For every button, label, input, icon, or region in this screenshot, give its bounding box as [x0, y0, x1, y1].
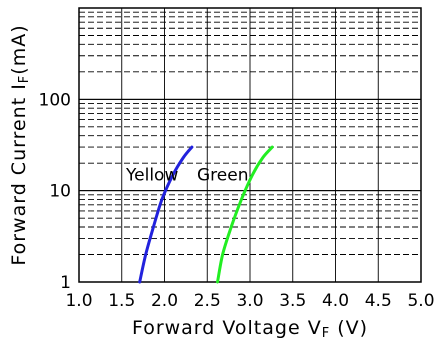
y-tick-label: 100 — [39, 90, 71, 110]
x-tick-label: 1.5 — [108, 291, 135, 311]
y-tick-label: 10 — [49, 182, 71, 202]
y-axis-label-subscript: F — [17, 75, 32, 83]
x-tick-label: 1.0 — [65, 291, 92, 311]
labels: 1.0 1.5 2.0 2.5 3.0 3.5 4.0 4.5 5.0 1 10 100 Forward… — [8, 24, 435, 341]
grid — [78, 7, 422, 283]
series-layer — [138, 145, 274, 284]
x-axis-label-unit: (V) — [330, 317, 368, 339]
x-tick-label: 4.0 — [322, 291, 349, 311]
x-tick-label: 5.0 — [407, 291, 434, 311]
y-axis-label-symbol: I — [8, 83, 30, 90]
x-tick-label: 2.0 — [151, 291, 178, 311]
y-axis-label-text: Forward Current — [8, 90, 30, 266]
x-tick-label: 3.5 — [279, 291, 306, 311]
series-line-green — [216, 145, 274, 284]
x-axis-label-text: Forward Voltage — [132, 317, 308, 339]
series-label-yellow: Yellow — [125, 165, 178, 185]
x-axis-label: Forward Voltage VF (V) — [132, 317, 368, 341]
x-tick-label: 3.0 — [236, 291, 263, 311]
x-axis-label-subscript: F — [322, 326, 330, 341]
series-line-yellow — [138, 145, 194, 284]
y-axis-label: Forward Current IF(mA) — [8, 24, 32, 265]
x-tick-label: 2.5 — [194, 291, 221, 311]
series-label-green: Green — [197, 165, 248, 185]
plot-frame — [78, 7, 422, 283]
x-axis-label-symbol: V — [308, 317, 322, 339]
x-tick-label: 4.5 — [365, 291, 392, 311]
y-tick-label: 1 — [60, 273, 71, 293]
y-axis-label-unit: (mA) — [8, 24, 30, 74]
